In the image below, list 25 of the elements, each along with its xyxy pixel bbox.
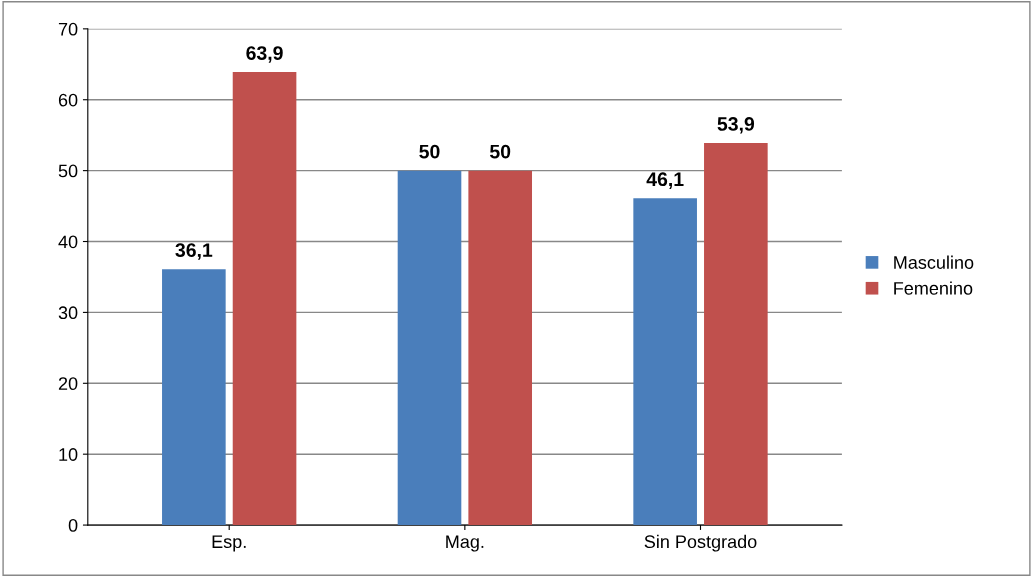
y-tick-label: 40 [58, 235, 78, 249]
y-tick-label: 60 [58, 93, 78, 107]
y-tick-label: 30 [58, 306, 78, 320]
x-tick-label: Sin Postgrado [644, 534, 757, 552]
bar [704, 142, 768, 526]
data-label: 50 [419, 144, 440, 159]
bar [232, 72, 297, 526]
bar [397, 170, 462, 526]
x-tick-label: Esp. [212, 535, 246, 552]
legend-label: Masculino [894, 255, 974, 269]
y-tick-label: 50 [58, 164, 78, 178]
data-label: 46,1 [646, 172, 684, 189]
bar [633, 198, 697, 526]
data-label: 50 [489, 144, 511, 159]
y-tick-label: 70 [58, 22, 78, 36]
data-label: 63,9 [246, 46, 283, 63]
y-tick-label: 10 [59, 448, 78, 461]
y-tick-label: 20 [58, 377, 78, 391]
legend-label: Femenino [894, 281, 973, 295]
data-label: 53,9 [717, 117, 755, 134]
y-tick-label: 0 [68, 519, 78, 532]
bar [468, 170, 533, 526]
x-tick-label: Mag. [446, 535, 484, 552]
data-label: 36,1 [175, 243, 213, 260]
bar [162, 269, 226, 526]
